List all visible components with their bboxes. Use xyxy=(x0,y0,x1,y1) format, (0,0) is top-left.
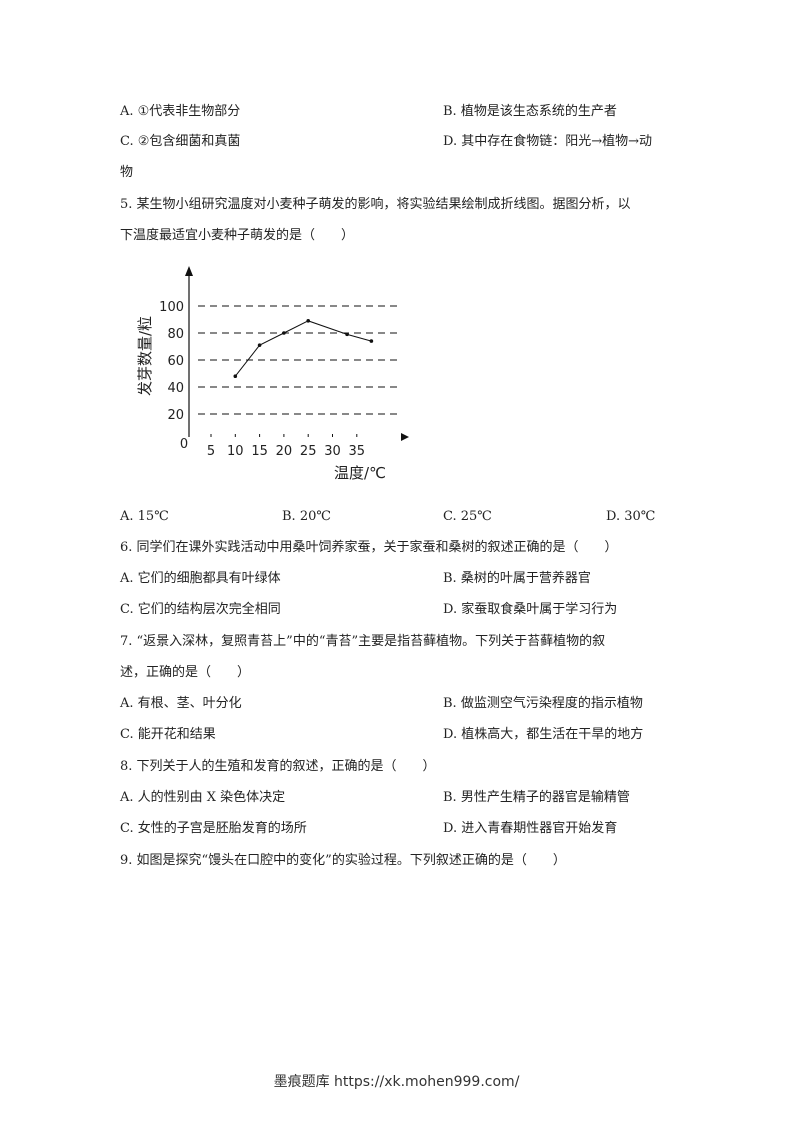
data-point xyxy=(369,339,374,343)
q8-option-d: D. 进入青春期性器官开始发育 xyxy=(443,821,618,836)
y-axis-arrow xyxy=(185,266,193,276)
q4-option-d: D. 其中存在食物链：阳光→植物→动 xyxy=(443,134,653,149)
footer-watermark: 墨痕题库 https://xk.mohen999.com/ xyxy=(273,1074,520,1090)
q7-option-c: C. 能开花和结果 xyxy=(120,727,216,742)
x-axis-label: 温度/℃ xyxy=(334,464,386,482)
q6-stem: 6. 同学们在课外实践活动中用桑叶饲养家蚕，关于家蚕和桑树的叙述正确的是（ ） xyxy=(120,540,618,555)
x-tick-label: 10 xyxy=(227,444,244,459)
q4-option-b: B. 植物是该生态系统的生产者 xyxy=(443,104,617,119)
q4-option-d-continued: 物 xyxy=(120,165,134,180)
q7-option-d: D. 植株高大，都生活在干旱的地方 xyxy=(443,727,644,742)
q6-option-c: C. 它们的结构层次完全相同 xyxy=(120,602,281,617)
y-tick-label: 100 xyxy=(159,300,184,315)
data-point xyxy=(345,332,349,337)
data-point xyxy=(257,343,262,347)
germination-line-chart: 20 40 60 80 100 5 10 15 20 25 30 35 0 发芽数量/粒 温度/℃ xyxy=(136,266,409,482)
x-tick-label: 15 xyxy=(251,444,268,459)
q9-stem: 9. 如图是探究“馒头在口腔中的变化”的实验过程。下列叙述正确的是（ ） xyxy=(120,853,566,868)
q7-stem-line1: 7. “返景入深林，复照青苔上”中的“青苔”主要是指苔藓植物。下列关于苔藓植物的… xyxy=(120,634,606,649)
q5-stem-line1: 5. 某生物小组研究温度对小麦种子萌发的影响，将实验结果绘制成折线图。据图分析，… xyxy=(120,197,631,212)
q4-option-a: A. ①代表非生物部分 xyxy=(120,104,241,119)
origin-label: 0 xyxy=(180,437,188,452)
q5-option-a: A. 15℃ xyxy=(120,509,169,524)
data-point xyxy=(233,374,238,379)
q6-option-d: D. 家蚕取食桑叶属于学习行为 xyxy=(443,602,618,617)
x-tick-label: 25 xyxy=(300,444,317,459)
series-line xyxy=(234,320,372,377)
q5-option-d: D. 30℃ xyxy=(606,509,656,524)
q8-option-a: A. 人的性别由 X 染色体决定 xyxy=(120,790,286,805)
y-tick-label: 40 xyxy=(167,381,184,396)
q5-option-c: C. 25℃ xyxy=(443,509,492,524)
q4-option-c: C. ②包含细菌和真菌 xyxy=(120,134,241,149)
q6-option-b: B. 桑树的叶属于营养器官 xyxy=(443,571,591,586)
q8-option-c: C. 女性的子宫是胚胎发育的场所 xyxy=(120,821,307,836)
y-tick-label: 20 xyxy=(167,408,184,423)
x-tick-label: 30 xyxy=(324,444,341,459)
y-axis-label: 发芽数量/粒 xyxy=(136,316,154,396)
q6-option-a: A. 它们的细胞都具有叶绿体 xyxy=(120,571,281,586)
q5-option-b: B. 20℃ xyxy=(282,509,331,524)
q8-stem: 8. 下列关于人的生殖和发育的叙述，正确的是（ ） xyxy=(120,759,436,774)
data-point xyxy=(306,319,311,323)
data-point xyxy=(282,331,286,335)
q5-stem-line2: 下温度最适宜小麦种子萌发的是（ ） xyxy=(120,228,355,243)
x-tick-label: 35 xyxy=(349,444,366,459)
y-tick-label: 60 xyxy=(167,354,184,369)
y-tick-label: 80 xyxy=(167,327,184,342)
q7-option-b: B. 做监测空气污染程度的指示植物 xyxy=(443,696,643,711)
x-axis-arrow xyxy=(401,433,409,441)
q7-option-a: A. 有根、茎、叶分化 xyxy=(120,696,242,711)
x-tick-label: 5 xyxy=(207,444,215,459)
q7-stem-line2: 述，正确的是（ ） xyxy=(120,665,251,680)
x-tick-label: 20 xyxy=(276,444,293,459)
q8-option-b: B. 男性产生精子的器官是输精管 xyxy=(443,790,630,805)
